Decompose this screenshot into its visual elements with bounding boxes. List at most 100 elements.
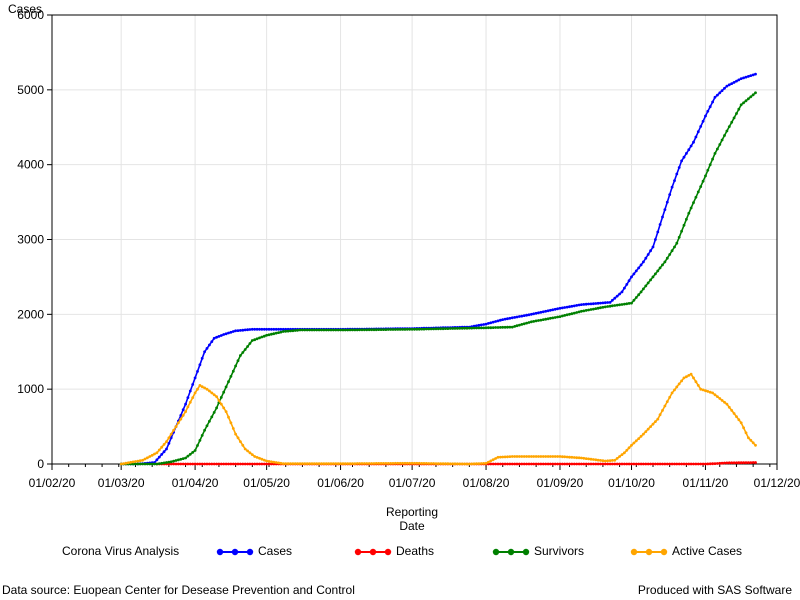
data-point-survivors bbox=[239, 354, 242, 357]
data-point-survivors bbox=[589, 308, 593, 311]
y-axis-label: Cases bbox=[8, 2, 43, 16]
data-point-deaths bbox=[169, 462, 173, 466]
data-point-cases bbox=[532, 312, 536, 316]
data-point-survivors bbox=[413, 327, 416, 331]
data-point-deaths bbox=[219, 462, 223, 466]
data-point-active-cases bbox=[747, 436, 750, 440]
data-point-active-cases bbox=[165, 440, 168, 443]
data-point-cases bbox=[682, 155, 686, 159]
data-point-survivors bbox=[153, 462, 156, 466]
legend-label-active-cases: Active Cases bbox=[672, 544, 743, 558]
data-point-active-cases bbox=[389, 462, 393, 465]
data-point-deaths bbox=[699, 462, 703, 466]
data-point-active-cases bbox=[408, 461, 412, 465]
data-point-cases bbox=[582, 303, 586, 306]
data-point-deaths bbox=[494, 462, 497, 466]
data-point-cases bbox=[603, 301, 607, 305]
data-point-survivors bbox=[382, 328, 385, 331]
data-point-cases bbox=[246, 328, 250, 332]
data-point-survivors bbox=[258, 336, 261, 340]
data-point-survivors bbox=[208, 419, 211, 423]
data-point-deaths bbox=[665, 462, 669, 466]
data-point-survivors bbox=[332, 328, 335, 332]
data-point-active-cases bbox=[739, 421, 743, 425]
data-point-deaths bbox=[568, 462, 571, 466]
data-point-cases bbox=[656, 230, 660, 234]
data-point-active-cases bbox=[260, 457, 264, 461]
data-point-active-cases bbox=[239, 440, 242, 443]
data-point-active-cases bbox=[482, 462, 486, 465]
data-point-deaths bbox=[735, 461, 738, 465]
data-point-survivors bbox=[410, 327, 414, 331]
data-point-cases bbox=[570, 304, 574, 308]
data-point-active-cases bbox=[198, 384, 202, 387]
data-point-active-cases bbox=[181, 414, 185, 417]
data-point-survivors bbox=[456, 327, 459, 330]
data-point-cases bbox=[262, 327, 266, 331]
data-point-active-cases bbox=[596, 458, 600, 462]
data-point-survivors bbox=[379, 328, 383, 331]
data-point-active-cases bbox=[415, 461, 419, 465]
data-point-active-cases bbox=[289, 462, 292, 465]
data-point-cases bbox=[274, 327, 278, 331]
data-point-active-cases bbox=[711, 391, 714, 395]
data-point-deaths bbox=[530, 462, 533, 466]
data-point-survivors bbox=[720, 138, 724, 142]
data-point-active-cases bbox=[410, 461, 414, 465]
data-point-cases bbox=[742, 76, 745, 80]
data-point-survivors bbox=[687, 211, 691, 215]
data-point-deaths bbox=[541, 462, 545, 466]
data-point-survivors bbox=[570, 312, 574, 316]
data-point-survivors bbox=[742, 101, 745, 105]
y-tick-label: 5000 bbox=[17, 83, 44, 97]
data-point-cases bbox=[215, 335, 219, 339]
data-point-active-cases bbox=[730, 409, 734, 412]
data-point-deaths bbox=[689, 462, 693, 466]
data-point-deaths bbox=[646, 462, 650, 466]
data-point-deaths bbox=[522, 462, 526, 466]
data-point-deaths bbox=[506, 462, 509, 466]
data-point-survivors bbox=[470, 326, 474, 330]
data-point-survivors bbox=[394, 328, 397, 331]
data-point-cases bbox=[651, 245, 655, 249]
data-point-cases bbox=[673, 179, 676, 183]
data-point-deaths bbox=[537, 462, 540, 466]
data-point-cases bbox=[704, 114, 707, 118]
data-point-active-cases bbox=[138, 459, 142, 463]
data-point-survivors bbox=[162, 461, 166, 465]
data-point-deaths bbox=[499, 462, 502, 466]
data-point-deaths bbox=[210, 462, 214, 466]
data-point-survivors bbox=[577, 310, 581, 314]
data-point-active-cases bbox=[556, 455, 559, 458]
data-point-survivors bbox=[479, 326, 483, 330]
data-point-active-cases bbox=[651, 422, 655, 426]
data-point-active-cases bbox=[129, 460, 133, 464]
data-point-active-cases bbox=[177, 421, 180, 425]
data-point-active-cases bbox=[241, 443, 245, 447]
data-point-survivors bbox=[613, 304, 617, 307]
data-point-survivors bbox=[639, 290, 643, 294]
data-point-survivors bbox=[370, 328, 373, 332]
data-point-active-cases bbox=[119, 462, 123, 466]
data-point-survivors bbox=[611, 304, 614, 308]
data-point-active-cases bbox=[363, 462, 366, 465]
data-point-cases bbox=[496, 319, 500, 323]
data-point-deaths bbox=[532, 462, 536, 466]
data-point-cases bbox=[229, 330, 233, 334]
data-point-cases bbox=[241, 328, 245, 332]
data-point-active-cases bbox=[270, 460, 273, 464]
data-point-survivors bbox=[510, 325, 514, 329]
data-point-survivors bbox=[432, 327, 435, 331]
data-point-active-cases bbox=[234, 432, 238, 436]
data-point-active-cases bbox=[253, 455, 257, 458]
data-point-deaths bbox=[589, 462, 593, 466]
data-point-survivors bbox=[692, 201, 695, 205]
data-point-active-cases bbox=[608, 459, 612, 462]
data-point-survivors bbox=[704, 174, 707, 178]
data-point-deaths bbox=[618, 462, 621, 466]
data-point-survivors bbox=[694, 195, 698, 199]
data-point-active-cases bbox=[649, 425, 652, 428]
data-point-cases bbox=[270, 327, 273, 331]
data-point-active-cases bbox=[136, 459, 140, 463]
data-point-survivors bbox=[515, 324, 519, 328]
